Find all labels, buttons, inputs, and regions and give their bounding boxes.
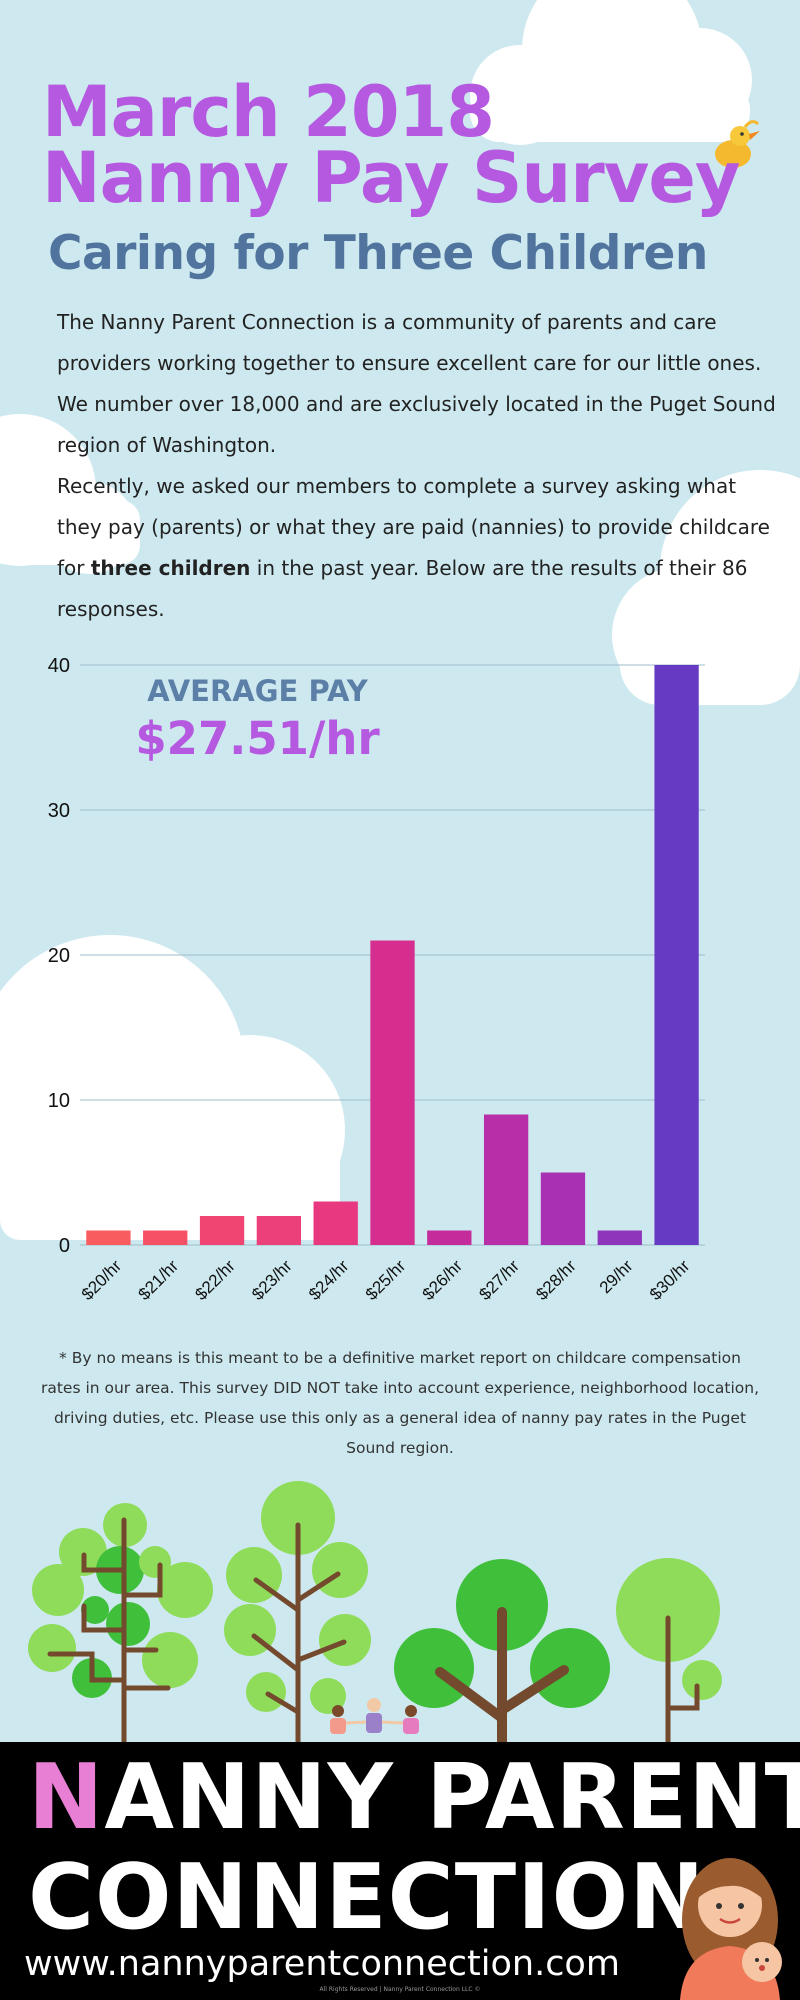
intro-paragraph-2: Recently, we asked our members to comple…: [57, 466, 777, 630]
footer-banner: [0, 1742, 800, 2000]
bar: [199, 1216, 245, 1245]
average-pay-value: $27.51/hr: [135, 712, 380, 765]
y-tick-label: 0: [59, 1235, 70, 1257]
brand-name-line-2: CONNECTION: [28, 1845, 706, 1950]
bar: [654, 665, 699, 1245]
copyright-notice: All Rights Reserved | Nanny Parent Conne…: [319, 1986, 481, 1993]
chart-bars: [86, 665, 699, 1245]
y-tick-label: 30: [48, 800, 70, 822]
page-title-line-2: Nanny Pay Survey: [42, 137, 741, 219]
tree-4: [616, 1558, 722, 1745]
y-tick-label: 20: [48, 945, 70, 967]
bar: [143, 1230, 188, 1245]
intro-paragraph-1: The Nanny Parent Connection is a communi…: [57, 310, 776, 457]
tree-2: [224, 1481, 371, 1745]
y-tick-label: 10: [48, 1090, 70, 1112]
brand-first-letter: N: [28, 1745, 105, 1850]
cloud-left-bottom: [0, 935, 345, 1240]
tree-1: [28, 1503, 213, 1745]
average-pay-label: AVERAGE PAY: [147, 674, 368, 708]
intro-text-before: Recently, we asked our members to comple…: [57, 474, 770, 580]
website-link[interactable]: www.nannyparentconnection.com: [24, 1944, 620, 1984]
bar: [86, 1230, 131, 1245]
bar: [483, 1114, 529, 1245]
intro-text: The Nanny Parent Connection is a communi…: [57, 302, 777, 630]
bar: [370, 940, 415, 1245]
page-title-line-1: March 2018: [42, 71, 495, 153]
brand-line-1-rest: ANNY PARENT: [104, 1745, 800, 1850]
disclaimer-text: * By no means is this meant to be a defi…: [40, 1349, 760, 1457]
y-tick-label: 40: [48, 655, 70, 677]
cloud-left-middle: [0, 414, 140, 574]
intro-text-bold: three children: [90, 556, 251, 580]
chart-y-ticks: 0 10 20 30 40: [48, 655, 70, 1257]
brand-name-line-1: NANNY PARENT: [28, 1748, 800, 1848]
bar: [256, 1216, 302, 1245]
cloud-right-middle: [612, 470, 800, 705]
children-icon: [330, 1698, 419, 1734]
bar: [313, 1201, 358, 1245]
intro-text-after: in the past year. Below are the results …: [57, 556, 748, 621]
bar: [540, 1172, 586, 1245]
bar: [597, 1230, 642, 1245]
tree-3: [394, 1559, 610, 1747]
cloud-top-right: [470, 0, 752, 145]
page-subtitle: Caring for Three Children: [48, 226, 708, 281]
bar: [427, 1230, 472, 1245]
